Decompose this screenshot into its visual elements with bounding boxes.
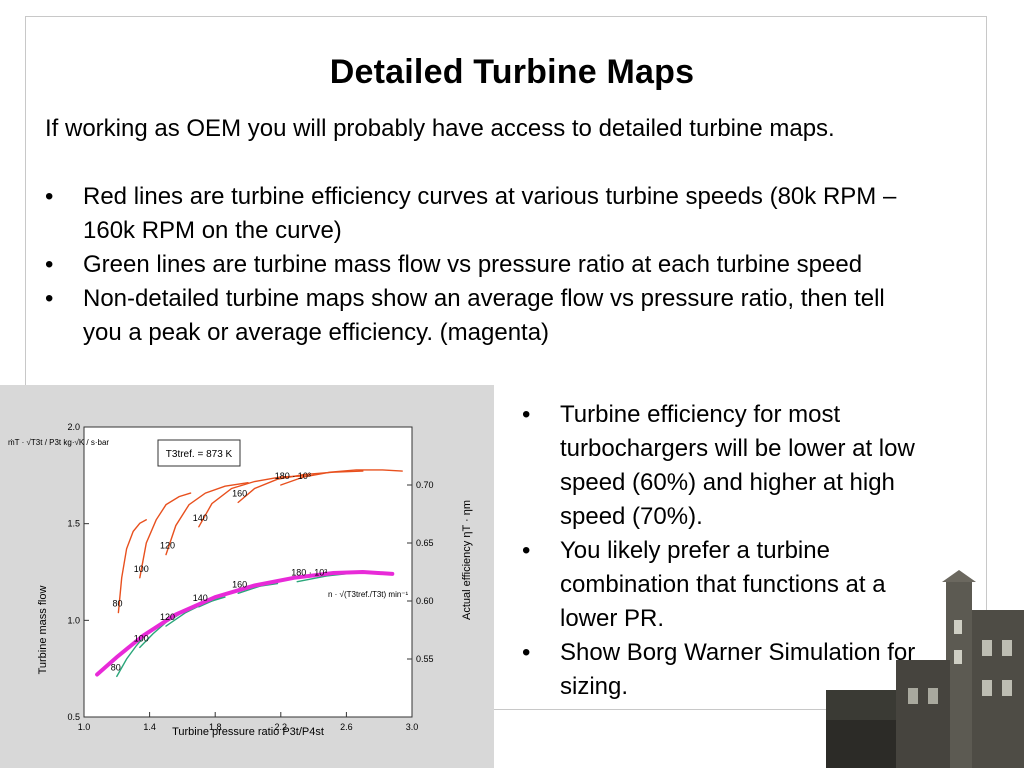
- building-window: [1002, 640, 1012, 656]
- building-tree: [826, 720, 896, 768]
- series-label: 100: [134, 633, 149, 643]
- efficiency-curve: [198, 474, 311, 528]
- building-tower: [946, 580, 972, 768]
- tower-roof: [942, 570, 976, 582]
- flow-unit-label: ṁT · √T3t / P3t kg·√K / s·bar: [8, 438, 109, 447]
- bullet-text: Non-detailed turbine maps show an averag…: [83, 285, 885, 346]
- y-tick-label: 0.5: [67, 712, 80, 722]
- bullet-glyph: •: [45, 251, 54, 278]
- bullet-glyph: •: [45, 285, 54, 312]
- x-tick-label: 1.0: [78, 722, 91, 732]
- y2-axis-title: Actual efficiency ηT · ηm: [461, 500, 473, 620]
- flow-curve: [116, 633, 148, 678]
- bullet-item: • Non-detailed turbine maps show an avera…: [45, 282, 925, 350]
- axis-ticks: 1.0 1.4 1.8 2.2 2.6 3.00.51.01.52.00.550.600.…: [67, 422, 433, 732]
- slide-title: Detailed Turbine Maps: [329, 53, 695, 91]
- series-label: 160: [232, 488, 247, 498]
- y-axis-title: Turbine mass flow: [37, 586, 49, 675]
- average-flow-line: [95, 569, 395, 677]
- y-tick-label: 1.0: [67, 615, 80, 625]
- bullet-glyph: •: [522, 537, 531, 564]
- bullet-text: Green lines are turbine mass flow vs pre…: [83, 251, 863, 278]
- intro-text: If working as OEM you will probably have…: [45, 115, 835, 142]
- building-front: [896, 660, 950, 768]
- right-bullet-item: • Show Borg Warner Simulation for sizing.: [522, 636, 942, 704]
- bullet-glyph: •: [522, 639, 531, 666]
- x-tick-label: 1.8: [209, 722, 222, 732]
- building-window: [954, 620, 962, 634]
- series-label: 140: [193, 513, 208, 523]
- efficiency-curve: [117, 519, 148, 614]
- x-tick-label: 2.6: [340, 722, 353, 732]
- building-photo: [826, 570, 1024, 768]
- right-bullet-text: Show Borg Warner Simulation for sizing.: [560, 639, 916, 700]
- series-label: 140: [193, 593, 208, 603]
- series-label: 120: [160, 541, 175, 551]
- right-bullet-text: You likely prefer a turbine combination …: [560, 537, 886, 632]
- bullet-glyph: •: [522, 401, 531, 428]
- series-group: [95, 469, 403, 678]
- series-labels: 80 100 120 140 160 180 · 10³ 80 100 120 140 160 180…: [111, 471, 327, 672]
- bullet-glyph: •: [45, 183, 54, 210]
- series-label: 80: [112, 599, 122, 609]
- building-window: [908, 688, 918, 704]
- building-window: [982, 680, 992, 696]
- series-label: 180 · 10³: [275, 471, 311, 481]
- x-tick-label: 3.0: [406, 722, 419, 732]
- y2-tick-label: 0.60: [416, 596, 434, 606]
- y-tick-label: 2.0: [67, 422, 80, 432]
- y2-tick-label: 0.55: [416, 654, 434, 664]
- y2-tick-label: 0.70: [416, 480, 434, 490]
- series-label: 100: [134, 564, 149, 574]
- y-tick-label: 1.5: [67, 519, 80, 529]
- efficiency-curve: [280, 469, 403, 486]
- series-label: 180 · 10³: [291, 568, 327, 578]
- building-window: [954, 650, 962, 664]
- bullet-item: • Green lines are turbine mass flow vs pr…: [45, 248, 925, 282]
- building-window: [982, 640, 992, 656]
- building-window: [928, 688, 938, 704]
- building-window: [1002, 680, 1012, 696]
- bullet-text: Red lines are turbine efficiency curves …: [83, 183, 897, 244]
- bullet-list: • Red lines are turbine efficiency curves…: [45, 180, 925, 350]
- y2-tick-label: 0.65: [416, 538, 434, 548]
- building-wing: [972, 610, 1024, 768]
- bullet-item: • Red lines are turbine efficiency curves…: [45, 180, 925, 248]
- reference-box: [157, 439, 241, 467]
- right-bullet-list: • Turbine efficiency for most turbocharge…: [522, 398, 942, 704]
- x-tick-label: 1.4: [143, 722, 156, 732]
- series-label: 80: [111, 662, 121, 672]
- right-bullet-item: • You likely prefer a turbine combination…: [522, 534, 942, 636]
- speed-unit-label: n · √(T3tref./T3t) min⁻¹: [328, 590, 409, 599]
- series-label: 160: [232, 579, 247, 589]
- efficiency-curve: [165, 481, 249, 556]
- reference-box-label: T3tref. = 873 K: [166, 449, 233, 460]
- x-axis-title: Turbine pressure ratio P3t/P4st: [172, 726, 324, 738]
- turbine-map-svg: 1.0 1.4 1.8 2.2 2.6 3.00.51.01.52.00.550.600.…: [0, 385, 494, 768]
- x-tick-label: 2.2: [275, 722, 288, 732]
- slide-frame: [25, 16, 987, 710]
- right-bullet-text: Turbine efficiency for most turbocharger…: [560, 401, 915, 530]
- series-label: 120: [160, 612, 175, 622]
- turbine-map-chart: 1.0 1.4 1.8 2.2 2.6 3.0 0.5 1.0 1.5 2.0 0.55 0.60 0.…: [0, 385, 494, 768]
- right-bullet-item: • Turbine efficiency for most turbocharge…: [522, 398, 942, 534]
- efficiency-curve: [139, 492, 192, 579]
